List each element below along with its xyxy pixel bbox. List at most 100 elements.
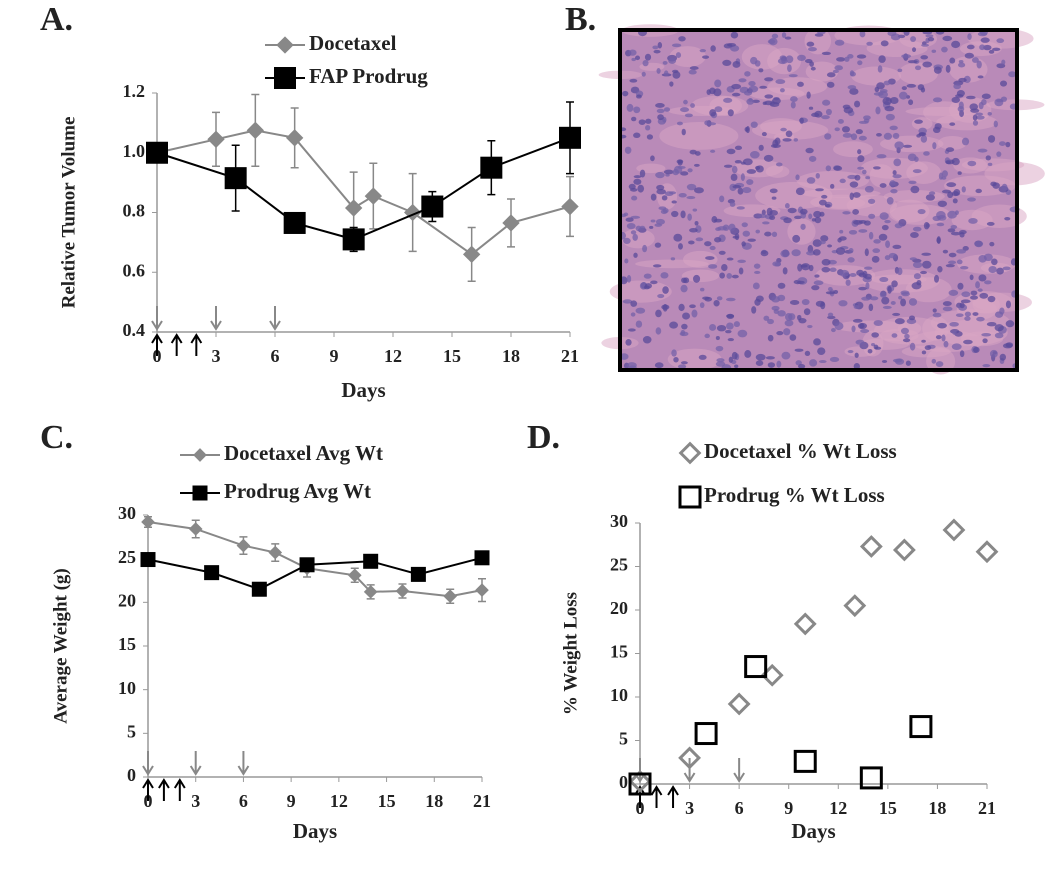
cell-nucleus xyxy=(660,209,668,215)
cell-nucleus xyxy=(689,304,696,309)
cell-nucleus xyxy=(889,125,898,131)
marker xyxy=(236,538,251,553)
dose-arrow xyxy=(667,785,679,808)
cell-nucleus xyxy=(864,248,869,257)
x-tick-label: 0 xyxy=(153,346,162,366)
x-tick-label: 3 xyxy=(191,791,200,811)
cell-nucleus xyxy=(826,72,836,78)
cell-nucleus xyxy=(910,231,919,238)
cell-nucleus xyxy=(932,142,937,150)
stroma xyxy=(682,250,718,269)
cell-nucleus xyxy=(726,273,733,279)
cell-nucleus xyxy=(793,138,799,142)
cell-nucleus xyxy=(675,52,682,59)
cell-nucleus xyxy=(797,314,802,321)
cell-nucleus xyxy=(795,187,805,196)
dose-arrow xyxy=(210,306,222,331)
cell-nucleus xyxy=(702,55,710,59)
cell-nucleus xyxy=(830,183,835,189)
cell-nucleus xyxy=(698,354,707,360)
cell-nucleus xyxy=(664,191,674,197)
cell-nucleus xyxy=(671,200,677,204)
cell-nucleus xyxy=(787,207,797,214)
cell-nucleus xyxy=(742,158,753,166)
cell-nucleus xyxy=(693,274,701,283)
cell-nucleus xyxy=(794,215,802,220)
cell-nucleus xyxy=(799,117,804,124)
cell-nucleus xyxy=(890,301,896,306)
cell-nucleus xyxy=(936,237,941,244)
cell-nucleus xyxy=(943,340,949,348)
cell-nucleus xyxy=(970,290,978,296)
cell-nucleus xyxy=(681,128,686,136)
cell-nucleus xyxy=(878,55,886,63)
cell-nucleus xyxy=(699,49,706,53)
cell-nucleus xyxy=(642,60,649,67)
cell-nucleus xyxy=(641,71,646,77)
cell-nucleus xyxy=(642,335,652,344)
cell-nucleus xyxy=(999,141,1006,146)
cell-nucleus xyxy=(694,151,701,156)
dose-arrow xyxy=(142,778,154,801)
legend-label: Docetaxel xyxy=(309,31,397,55)
cell-nucleus xyxy=(937,200,948,207)
cell-nucleus xyxy=(815,188,824,192)
cell-nucleus xyxy=(669,321,678,329)
cell-nucleus xyxy=(974,240,984,248)
cell-nucleus xyxy=(886,196,894,205)
cell-nucleus xyxy=(913,273,921,280)
cell-nucleus xyxy=(795,360,802,366)
cell-nucleus xyxy=(883,80,891,86)
cell-nucleus xyxy=(885,113,895,121)
marker xyxy=(909,715,933,739)
cell-nucleus xyxy=(858,229,868,233)
cell-nucleus xyxy=(677,243,683,250)
cell-nucleus xyxy=(925,34,934,38)
cell-nucleus xyxy=(864,266,873,270)
cell-nucleus xyxy=(875,106,881,115)
y-tick-label: 0 xyxy=(619,772,628,792)
cell-nucleus xyxy=(683,277,690,284)
cell-nucleus xyxy=(630,215,641,219)
cell-nucleus xyxy=(825,291,836,295)
stroma xyxy=(609,280,672,303)
legend-label: Docetaxel % Wt Loss xyxy=(704,439,897,463)
cell-nucleus xyxy=(947,191,954,199)
cell-nucleus xyxy=(950,224,958,230)
cell-nucleus xyxy=(826,81,835,88)
cell-nucleus xyxy=(947,210,957,219)
cell-nucleus xyxy=(672,71,681,79)
cell-nucleus xyxy=(957,171,962,175)
cell-nucleus xyxy=(652,264,662,268)
marker xyxy=(462,245,481,264)
y-tick-label: 0.6 xyxy=(123,260,146,280)
cell-nucleus xyxy=(892,358,903,363)
cell-nucleus xyxy=(654,362,664,369)
cell-nucleus xyxy=(892,244,902,249)
cell-nucleus xyxy=(726,314,735,318)
marker xyxy=(410,566,426,582)
cell-nucleus xyxy=(785,130,793,138)
cell-nucleus xyxy=(879,291,887,298)
cell-nucleus xyxy=(825,108,832,116)
y-tick-label: 30 xyxy=(610,511,628,531)
cell-nucleus xyxy=(656,188,666,195)
cell-nucleus xyxy=(949,57,956,64)
marker xyxy=(975,540,999,564)
dose-arrow xyxy=(237,751,250,776)
cell-nucleus xyxy=(890,33,901,41)
cell-nucleus xyxy=(908,180,917,185)
cell-nucleus xyxy=(951,191,960,197)
cell-nucleus xyxy=(967,33,972,40)
cell-nucleus xyxy=(760,250,769,257)
cell-nucleus xyxy=(972,114,978,121)
cell-nucleus xyxy=(934,123,942,130)
cell-nucleus xyxy=(921,339,926,343)
cell-nucleus xyxy=(839,229,844,234)
cell-nucleus xyxy=(711,216,718,223)
cell-nucleus xyxy=(687,168,693,173)
cell-nucleus xyxy=(880,40,889,47)
cell-nucleus xyxy=(625,338,632,346)
marker xyxy=(299,557,315,573)
cell-nucleus xyxy=(849,88,859,95)
